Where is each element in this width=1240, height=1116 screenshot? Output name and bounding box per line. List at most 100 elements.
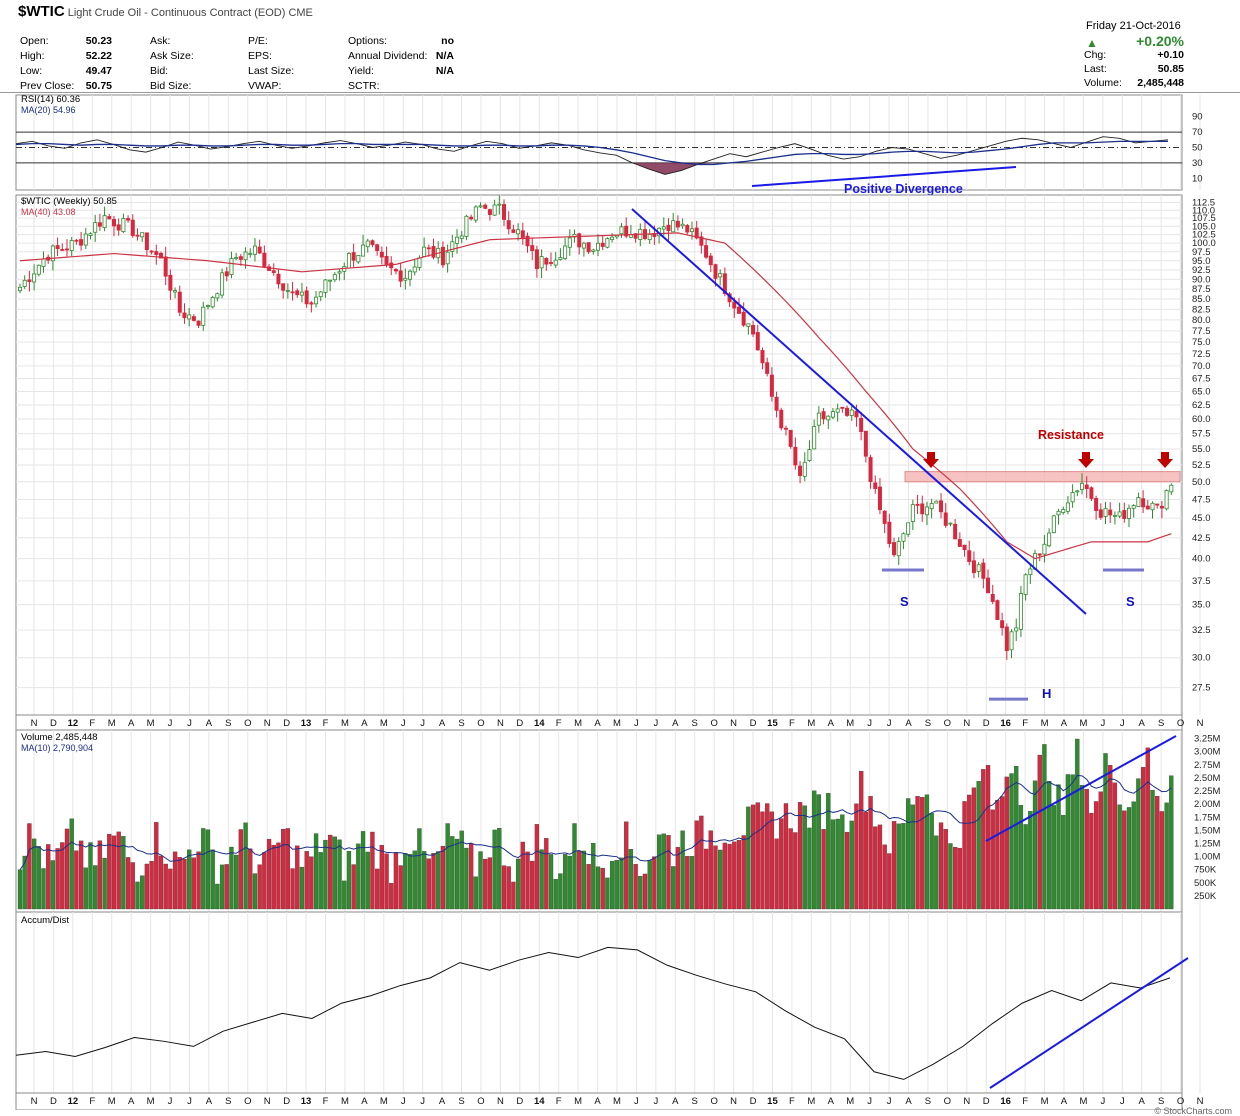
volume-bar (910, 804, 915, 910)
volume-bar (1145, 747, 1150, 910)
volume-bar (624, 821, 629, 910)
candle-body (1164, 490, 1169, 510)
x-axis-label: M (574, 718, 582, 729)
volume-bar (1098, 791, 1103, 910)
volume-bar (1042, 744, 1047, 910)
volume-tick-label: 1.00M (1194, 852, 1220, 863)
volume-bar (830, 819, 836, 910)
volume-bar (1075, 738, 1080, 910)
x-axis-label: J (887, 1096, 892, 1107)
candle-body (920, 503, 925, 515)
volume-bar (426, 858, 431, 910)
volume-tick-label: 2.25M (1194, 786, 1220, 797)
price-ma-line (19, 232, 1172, 560)
candle-body (107, 216, 112, 220)
volume-bar (309, 856, 314, 910)
candle-body (807, 449, 812, 462)
candle-body (755, 332, 760, 351)
price-tick-label: 40.0 (1192, 554, 1211, 565)
quote-label: Last: (1084, 63, 1107, 75)
x-axis-label: J (1120, 1096, 1125, 1107)
candle-body (88, 233, 93, 236)
x-axis-label: S (1158, 718, 1164, 729)
candle-body (760, 350, 765, 364)
x-axis-label: M (147, 1096, 155, 1107)
volume-bar (27, 823, 32, 910)
rsi-tick-label: 90 (1192, 112, 1203, 123)
volume-bar (191, 857, 197, 910)
x-axis-label: J (887, 718, 892, 729)
candle-body (830, 411, 835, 418)
price-tick-label: 32.5 (1192, 625, 1211, 636)
volume-bar (990, 809, 995, 910)
candle-body (746, 323, 751, 327)
volume-bar (572, 823, 577, 910)
change-percent: +0.20% (1136, 33, 1184, 49)
candle-body (478, 205, 483, 208)
x-axis-label: O (1177, 718, 1184, 729)
change-up-icon: ▲ (1086, 36, 1098, 50)
volume-bar (1004, 776, 1009, 910)
candle-body (32, 273, 37, 283)
candle-body (502, 204, 507, 220)
candle-body (685, 225, 690, 233)
x-axis-label: S (225, 1096, 231, 1107)
candle-body (144, 232, 149, 251)
candle-body (802, 461, 807, 477)
candle-body (873, 482, 878, 490)
volume-bar (840, 814, 845, 910)
volume-legend: Volume 2,485,448 (21, 732, 98, 743)
volume-bar (88, 842, 93, 910)
candle-body (1112, 514, 1117, 517)
volume-bar (492, 829, 497, 910)
candle-body (365, 240, 370, 248)
price-tick-label: 105.0 (1192, 221, 1216, 232)
candle-body (906, 522, 911, 535)
candle-body (417, 257, 422, 268)
x-axis-label: J (401, 1096, 406, 1107)
volume-bar (1150, 789, 1155, 910)
volume-bar (135, 881, 140, 910)
x-axis-label: M (807, 718, 815, 729)
x-axis-label: N (730, 1096, 737, 1107)
x-axis-label: O (944, 1096, 951, 1107)
quote-label: Ask Size: (150, 50, 194, 62)
symbol[interactable]: $WTIC (18, 3, 65, 20)
resistance-arrow-icon (1078, 452, 1094, 468)
volume-bar (168, 868, 173, 910)
volume-tick-label: 1.75M (1194, 812, 1220, 823)
quote-label: Open: (20, 35, 49, 47)
candle-body (483, 204, 488, 209)
candle-body (97, 222, 102, 227)
x-axis-label: N (963, 718, 970, 729)
x-axis-label: A (672, 718, 679, 729)
x-axis-label: F (1022, 1096, 1028, 1107)
candle-body (328, 279, 333, 282)
candle-body (675, 220, 680, 228)
candle-body (497, 203, 502, 206)
candle-body (210, 296, 215, 308)
candle-body (849, 409, 854, 416)
volume-bar (276, 842, 281, 910)
volume-bar (196, 851, 201, 910)
x-axis-label: N (963, 1096, 970, 1107)
volume-bar (783, 803, 789, 910)
candle-body (976, 564, 981, 572)
volume-bar (995, 800, 1000, 910)
x-axis-label: S (692, 1096, 698, 1107)
x-axis-label: A (1061, 1096, 1068, 1107)
candle-body (1084, 484, 1089, 490)
candle-body (1042, 543, 1047, 555)
price-downtrend-line (631, 208, 1087, 615)
x-axis-label: D (983, 718, 990, 729)
quote-label: EPS: (248, 50, 272, 62)
volume-bar (421, 851, 427, 910)
volume-bar (562, 854, 568, 910)
price-tick-label: 45.0 (1192, 513, 1211, 524)
candle-body (422, 246, 427, 257)
volume-bar (219, 864, 225, 910)
x-axis-label: J (401, 718, 406, 729)
candle-body (516, 229, 521, 235)
volume-bar (1018, 805, 1024, 910)
x-axis-label: N (31, 718, 38, 729)
